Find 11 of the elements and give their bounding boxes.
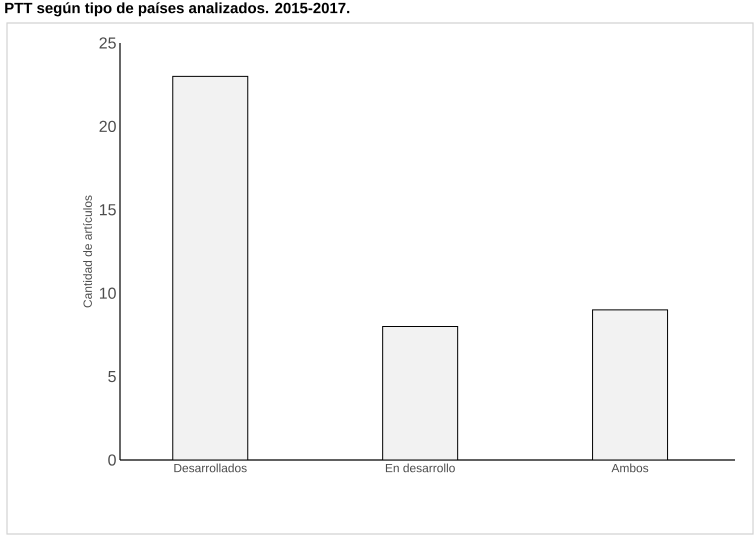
x-tick-label: Ambos	[611, 464, 648, 472]
y-tick-label: 15	[100, 204, 116, 216]
y-tick-label: 5	[108, 371, 116, 382]
chart-title: PTT según tipo de países analizados. 2015-2017.	[5, 2, 350, 16]
y-tick-label: 10	[100, 288, 116, 299]
y-tick-label: 25	[100, 37, 116, 49]
y-axis-title: Cantidad de artículos	[82, 195, 92, 308]
y-tick-label: 0	[108, 454, 116, 466]
y-tick-label: 20	[100, 120, 116, 132]
x-tick-label: En desarrollo	[386, 464, 455, 472]
x-tick-label: Desarrollados	[174, 464, 247, 472]
